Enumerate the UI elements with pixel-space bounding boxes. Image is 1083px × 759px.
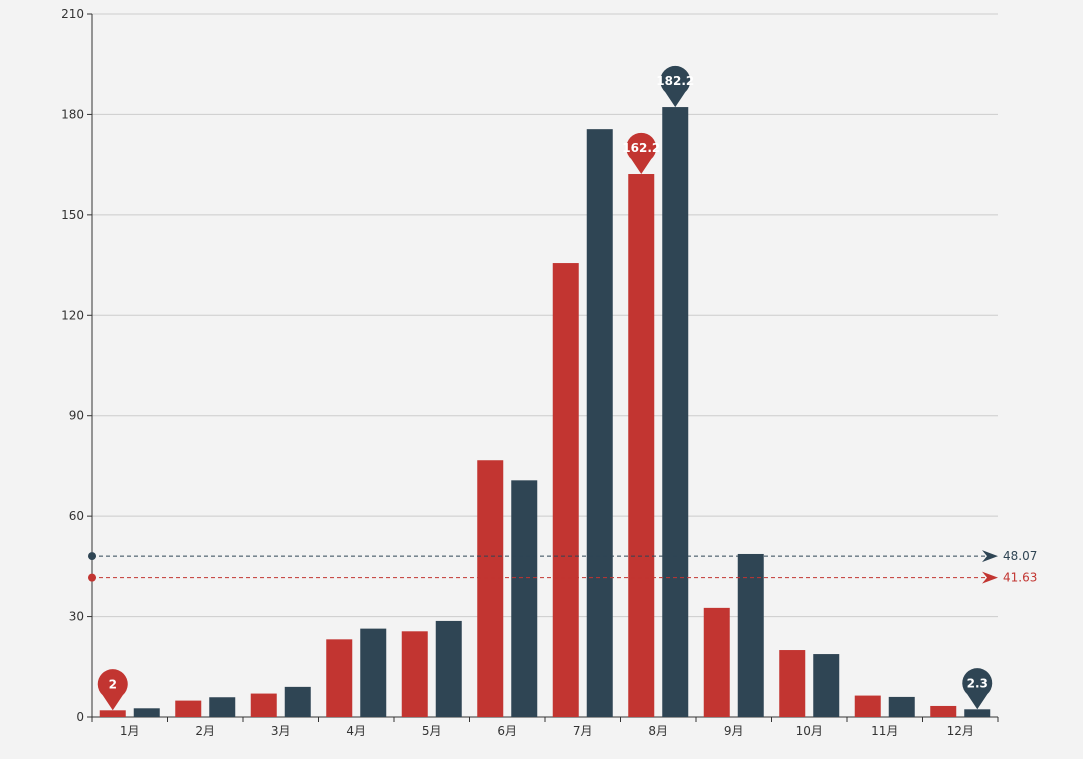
pin-marker-label: 162.2: [622, 141, 660, 155]
bar: [360, 628, 387, 717]
bar: [477, 460, 504, 717]
bar: [703, 607, 730, 717]
bar: [737, 553, 764, 717]
bars: [99, 107, 991, 718]
bar: [435, 620, 462, 717]
pin-marker-shape: [962, 668, 993, 710]
bar: [628, 174, 655, 718]
x-tick-label: 5月: [422, 724, 442, 738]
y-tick-label: 90: [69, 409, 84, 423]
y-tick-label: 30: [69, 610, 84, 624]
gridlines: [92, 13, 998, 618]
bar: [250, 693, 277, 717]
y-tick-label: 180: [61, 107, 84, 121]
x-tick-label: 12月: [947, 724, 974, 738]
bar: [930, 705, 957, 717]
x-tick-label: 11月: [871, 724, 898, 738]
x-tick-label: 9月: [724, 724, 744, 738]
x-tick-label: 1月: [120, 724, 140, 738]
y-tick-label: 210: [61, 7, 84, 21]
x-tick-label: 2月: [195, 724, 215, 738]
pin-marker-label: 182.2: [656, 74, 694, 88]
bar: [175, 700, 202, 717]
pin-marker: 2: [97, 669, 128, 711]
markers: 162.2 2 182.2 2.3: [97, 65, 993, 711]
bar: [888, 696, 915, 717]
bar: [813, 654, 840, 717]
bar: [133, 708, 160, 717]
pin-marker: 2.3: [962, 668, 993, 710]
bar: [586, 129, 613, 718]
pin-marker-shape: [660, 65, 691, 108]
pin-marker: 162.2: [622, 132, 660, 175]
x-tick-label: 3月: [271, 724, 291, 738]
average-line-label: 48.07: [1003, 549, 1037, 563]
bar: [401, 631, 428, 717]
average-line-arrow: [982, 550, 998, 563]
y-tick-label: 0: [76, 710, 84, 724]
bar: [552, 263, 579, 717]
y-tick-label: 120: [61, 308, 84, 322]
bar: [326, 639, 353, 717]
bar: [779, 650, 806, 717]
average-line-arrow: [982, 571, 998, 584]
average-lines: 41.63 48.07: [88, 549, 1037, 585]
y-tick-label: 60: [69, 509, 84, 523]
x-tick-label: 6月: [497, 724, 517, 738]
x-tick-label: 4月: [346, 724, 366, 738]
x-tick-label: 7月: [573, 724, 593, 738]
x-tick-label: 8月: [648, 724, 668, 738]
bar: [662, 107, 689, 717]
pin-marker-label: 2.3: [967, 676, 988, 690]
pin-marker: 182.2: [656, 65, 694, 108]
bar: [99, 710, 126, 717]
pin-marker-label: 2: [109, 677, 117, 691]
bar: [511, 480, 538, 717]
bar: [854, 695, 881, 717]
bar: [964, 709, 991, 717]
pin-marker-shape: [97, 669, 128, 711]
bar: [284, 686, 311, 717]
y-tick-label: 150: [61, 208, 84, 222]
average-line-label: 41.63: [1003, 571, 1037, 585]
pin-marker-shape: [626, 132, 657, 175]
bar: [209, 697, 236, 717]
axes: 0 30 60 90 120 150 180 210 1月 2月 3月 4月 5月 6月 7月 8月 9月 10月…: [61, 7, 999, 738]
x-tick-label: 10月: [796, 724, 823, 738]
